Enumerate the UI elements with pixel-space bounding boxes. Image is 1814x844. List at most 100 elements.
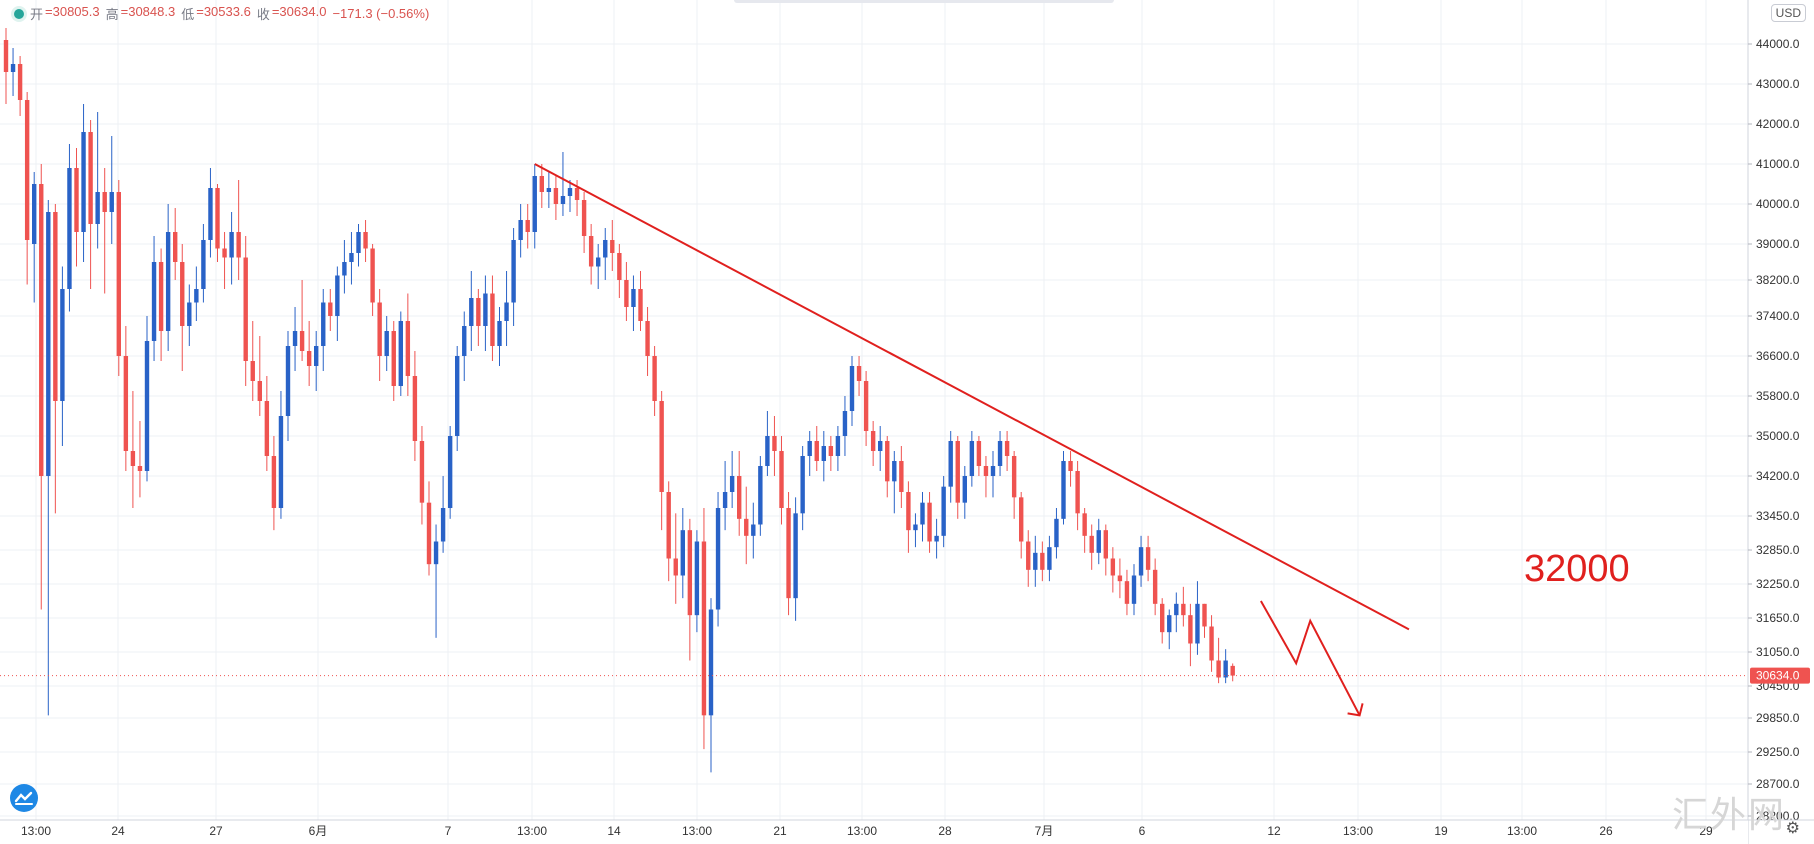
candle-body (469, 298, 474, 326)
currency-button[interactable]: USD (1770, 4, 1806, 22)
candle-body (60, 289, 65, 401)
time-tick-label: 24 (111, 824, 125, 838)
trendline[interactable] (534, 163, 1410, 631)
candle-body (102, 192, 107, 212)
candle-body (370, 248, 375, 303)
candle-body (553, 188, 559, 204)
candle-body (426, 502, 432, 565)
candle (948, 431, 953, 503)
candle-body (920, 502, 925, 525)
candle (250, 321, 255, 401)
candle-body (151, 262, 157, 341)
candle-body (46, 212, 51, 476)
candle-body (715, 508, 721, 610)
candle (1110, 547, 1116, 593)
candle (285, 331, 291, 441)
candle-body (116, 192, 121, 356)
price-tick-label: 33450.0 (1756, 509, 1800, 523)
time-tick-label: 13:00 (1507, 824, 1537, 838)
candle (1202, 603, 1207, 638)
candle-body (271, 456, 277, 508)
candle-body (490, 293, 495, 346)
candle-body (1033, 552, 1038, 570)
time-tick-label: 28 (938, 824, 952, 838)
candle (511, 228, 516, 326)
candle-body (729, 476, 735, 492)
candle (779, 436, 784, 525)
candle-body (39, 184, 44, 476)
candle (652, 346, 657, 416)
top-toolbar-handle[interactable] (734, 0, 1114, 3)
time-tick-label: 6 (1139, 824, 1146, 838)
candle-body (123, 356, 129, 451)
candle-body (236, 232, 241, 258)
candle (1089, 524, 1094, 570)
time-tick-label: 13:00 (517, 824, 547, 838)
candle-body (314, 346, 319, 366)
candle (342, 240, 347, 294)
candle (913, 513, 918, 548)
candle-body (673, 558, 678, 576)
candle (39, 164, 44, 610)
candle (1103, 524, 1108, 576)
candle-body (483, 293, 488, 326)
price-axis[interactable]: 44000.0 43000.0 42000.0 41000.0 40000.0 39000… (1747, 0, 1814, 844)
candle-body (292, 331, 298, 346)
candle-body (1047, 547, 1052, 570)
candle-body (659, 401, 664, 492)
candle-body (1124, 581, 1130, 604)
time-tick-label: 14 (607, 824, 621, 838)
gear-icon[interactable]: ⚙ (1785, 820, 1800, 837)
time-tick-label: 13:00 (1343, 824, 1373, 838)
candle-body (1209, 626, 1214, 661)
candle (17, 56, 23, 116)
candle (419, 426, 425, 525)
candle (144, 316, 150, 482)
candle-body (617, 253, 622, 280)
candle-body (462, 326, 467, 356)
candle-body (497, 321, 502, 346)
candle-body (1040, 552, 1045, 570)
candle-body (180, 262, 185, 326)
candle-body (694, 541, 700, 616)
candle (215, 184, 220, 262)
candle (384, 316, 389, 371)
status-dot-icon[interactable] (14, 8, 24, 19)
change-value: −171.3 (−0.56%) (332, 6, 430, 21)
projection-path[interactable] (1260, 600, 1361, 716)
candle-body (596, 257, 601, 267)
candle (878, 426, 883, 471)
candle (624, 262, 629, 321)
candle-body (1195, 603, 1200, 644)
candle-body (1068, 461, 1073, 471)
candle-body (779, 451, 784, 508)
candle-body (1202, 603, 1207, 627)
candle-body (1061, 461, 1066, 519)
candle (370, 244, 375, 316)
time-tick-label: 7月 (1035, 824, 1054, 838)
candle (1181, 586, 1186, 627)
time-tick-label: 19 (1434, 824, 1448, 838)
candle (10, 48, 16, 96)
candle-body (546, 188, 552, 192)
candle (32, 172, 37, 303)
candle (257, 336, 262, 416)
candle (990, 451, 996, 498)
time-axis[interactable]: 13:00 24 27 6月 7 13:00 14 13:00 21 13:00 28 7月 6 12 13… (0, 819, 1814, 844)
open-label: 开 (30, 7, 44, 22)
candle-body (849, 366, 855, 411)
candle-body (405, 321, 411, 376)
candle-body (165, 232, 171, 331)
candle-body (299, 331, 305, 351)
candle (497, 307, 502, 366)
low-value: =30533.6 (196, 4, 251, 19)
candle (236, 180, 241, 280)
tradingview-logo-icon[interactable] (10, 784, 38, 812)
candle (74, 148, 79, 267)
price-tick-label: 37400.0 (1756, 309, 1800, 323)
candle (349, 232, 354, 285)
price-tick-label: 29850.0 (1756, 711, 1800, 725)
candle-body (1026, 541, 1031, 570)
price-tick-label: 42000.0 (1756, 117, 1800, 131)
